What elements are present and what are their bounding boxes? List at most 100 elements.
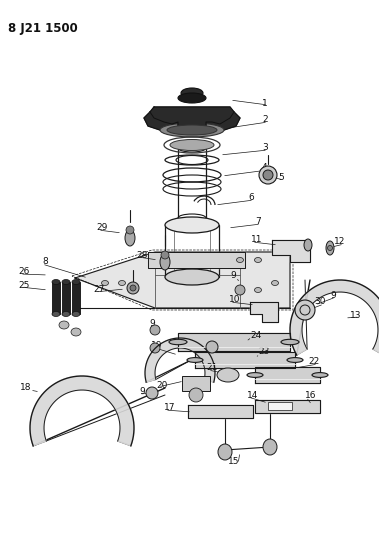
Ellipse shape [62, 311, 70, 317]
Ellipse shape [160, 123, 224, 137]
Text: 24: 24 [251, 330, 262, 340]
Ellipse shape [206, 341, 218, 353]
Ellipse shape [312, 373, 328, 377]
Polygon shape [145, 338, 215, 382]
Bar [72, 282, 80, 314]
Ellipse shape [150, 325, 160, 335]
Bar [62, 282, 70, 314]
Ellipse shape [295, 300, 315, 320]
Text: 8 J21 1500: 8 J21 1500 [8, 22, 78, 35]
Text: 15: 15 [228, 457, 240, 466]
Text: 9: 9 [149, 319, 155, 327]
Ellipse shape [170, 140, 214, 150]
Polygon shape [75, 252, 290, 308]
Polygon shape [30, 376, 134, 446]
Ellipse shape [52, 279, 60, 285]
Text: 17: 17 [163, 403, 175, 413]
Text: 19: 19 [150, 341, 162, 350]
Ellipse shape [287, 358, 303, 362]
Text: 14: 14 [247, 391, 258, 400]
Text: 28: 28 [136, 251, 148, 260]
Polygon shape [195, 352, 295, 368]
Polygon shape [290, 280, 379, 355]
Polygon shape [188, 405, 253, 418]
Polygon shape [250, 302, 278, 322]
Ellipse shape [271, 280, 279, 286]
Ellipse shape [189, 388, 203, 402]
Text: 20: 20 [157, 381, 168, 390]
Bar [268, 402, 292, 410]
Ellipse shape [125, 230, 135, 246]
Ellipse shape [59, 321, 69, 329]
Ellipse shape [187, 358, 203, 362]
Ellipse shape [326, 241, 334, 255]
Ellipse shape [71, 328, 81, 336]
Text: 9: 9 [330, 290, 336, 300]
Polygon shape [150, 107, 234, 126]
Bar [182, 376, 210, 391]
Text: 9: 9 [139, 387, 145, 397]
Text: 12: 12 [334, 238, 345, 246]
Ellipse shape [126, 226, 134, 234]
Text: 16: 16 [304, 391, 316, 400]
Ellipse shape [72, 279, 80, 285]
Ellipse shape [281, 340, 299, 345]
Ellipse shape [255, 257, 262, 262]
Ellipse shape [263, 439, 277, 455]
Ellipse shape [160, 254, 170, 270]
Ellipse shape [52, 311, 60, 317]
Polygon shape [255, 400, 320, 413]
Polygon shape [148, 252, 245, 268]
Ellipse shape [235, 285, 245, 295]
Text: 29: 29 [97, 223, 108, 232]
Ellipse shape [62, 279, 70, 285]
Ellipse shape [102, 280, 108, 286]
Ellipse shape [247, 373, 263, 377]
Ellipse shape [161, 251, 169, 259]
Text: 13: 13 [350, 311, 362, 319]
Ellipse shape [236, 257, 243, 262]
Ellipse shape [150, 343, 160, 353]
Ellipse shape [263, 170, 273, 180]
Polygon shape [178, 333, 290, 351]
Ellipse shape [72, 311, 80, 317]
Text: 27: 27 [94, 286, 105, 295]
Polygon shape [255, 367, 320, 383]
Text: 18: 18 [20, 384, 31, 392]
Text: 21: 21 [207, 364, 218, 373]
Text: 4: 4 [262, 164, 268, 173]
Polygon shape [272, 240, 310, 262]
Ellipse shape [181, 88, 203, 98]
Text: 25: 25 [19, 280, 30, 289]
Text: 10: 10 [229, 295, 240, 304]
Ellipse shape [146, 387, 158, 399]
Ellipse shape [327, 246, 332, 251]
Text: 22: 22 [308, 358, 319, 367]
Ellipse shape [119, 280, 125, 286]
Ellipse shape [259, 166, 277, 184]
Ellipse shape [165, 269, 219, 285]
Text: 1: 1 [262, 99, 268, 108]
Ellipse shape [218, 444, 232, 460]
Text: 8: 8 [42, 257, 48, 266]
Ellipse shape [169, 340, 187, 345]
Text: 2: 2 [262, 116, 268, 125]
Text: 30: 30 [314, 297, 326, 306]
Ellipse shape [165, 217, 219, 233]
Text: 26: 26 [19, 268, 30, 277]
Ellipse shape [127, 282, 139, 294]
Text: 3: 3 [262, 143, 268, 152]
Text: 7: 7 [255, 217, 261, 227]
Ellipse shape [304, 239, 312, 251]
Ellipse shape [255, 287, 262, 293]
Ellipse shape [167, 125, 217, 135]
Bar [52, 282, 60, 314]
Text: 6: 6 [248, 193, 254, 203]
Text: 11: 11 [251, 236, 262, 245]
Text: 5: 5 [278, 174, 284, 182]
Polygon shape [144, 112, 240, 130]
Text: 23: 23 [258, 348, 270, 357]
Ellipse shape [178, 93, 206, 103]
Text: 9: 9 [230, 271, 236, 279]
Ellipse shape [130, 285, 136, 291]
